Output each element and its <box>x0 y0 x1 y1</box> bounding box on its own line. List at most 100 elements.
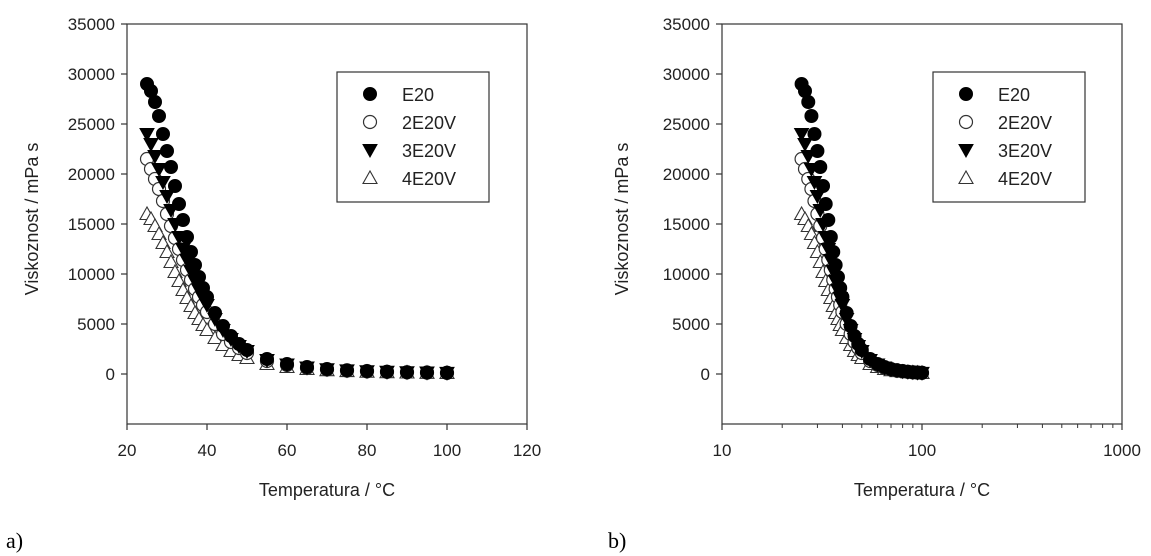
x-tick-label: 1000 <box>1103 441 1141 460</box>
data-point <box>801 95 816 109</box>
y-axis-label: Viskoznost / mPa s <box>22 143 42 296</box>
y-tick-label: 20000 <box>663 165 710 184</box>
data-point <box>216 319 230 333</box>
data-point <box>807 127 822 141</box>
legend-marker <box>959 87 973 101</box>
data-point <box>854 343 869 357</box>
data-point <box>828 258 843 272</box>
legend-box <box>336 71 490 203</box>
data-point <box>208 306 222 320</box>
data-point <box>915 365 929 380</box>
data-point <box>151 163 167 178</box>
data-point <box>164 160 178 174</box>
legend-marker <box>362 169 378 185</box>
legend-marker <box>958 169 974 185</box>
x-tick-label: 120 <box>513 441 541 460</box>
data-point <box>260 352 274 366</box>
data-point <box>816 179 831 193</box>
data-point <box>159 243 175 259</box>
data-point <box>152 109 166 123</box>
data-point <box>139 128 155 143</box>
legend-label: E20 <box>402 85 434 105</box>
x-tick-label: 100 <box>433 441 461 460</box>
x-axis-label: Temperatura / °C <box>854 480 990 500</box>
legend-label: 3E20V <box>998 141 1052 161</box>
chart-b: 0 5000 10000 15000 20000 25000 30000 35000 10 100… <box>608 15 1141 553</box>
data-point <box>176 213 190 227</box>
y-tick-label: 25000 <box>663 115 710 134</box>
y-tick-label: 25000 <box>68 115 115 134</box>
data-point <box>821 213 836 227</box>
data-point <box>280 357 294 371</box>
data-point <box>188 258 202 272</box>
x-tick-label: 20 <box>118 441 137 460</box>
y-tick-label: 0 <box>106 365 115 384</box>
legend-marker <box>958 144 974 159</box>
data-point <box>804 109 819 123</box>
panel-label: b) <box>608 528 626 553</box>
legend-label: 3E20V <box>402 141 456 161</box>
data-point <box>420 365 434 380</box>
legend-label: 2E20V <box>402 113 456 133</box>
data-point <box>813 160 828 174</box>
data-point <box>810 144 825 158</box>
legend-marker <box>363 87 377 101</box>
y-tick-label: 10000 <box>663 265 710 284</box>
data-point <box>240 343 254 357</box>
data-point <box>184 245 198 259</box>
data-point <box>143 138 159 153</box>
y-tick-label: 30000 <box>663 65 710 84</box>
data-point <box>300 360 314 374</box>
y-tick-label: 35000 <box>663 15 710 34</box>
y-tick-label: 5000 <box>77 315 115 334</box>
data-point <box>400 365 414 380</box>
y-tick-label: 20000 <box>68 165 115 184</box>
legend-label: 4E20V <box>998 169 1052 189</box>
x-tick-label: 10 <box>713 441 732 460</box>
data-point <box>809 190 826 205</box>
data-point <box>148 95 162 109</box>
data-point <box>823 230 838 244</box>
data-point <box>163 253 179 269</box>
legend-marker <box>362 144 378 159</box>
y-axis-label: Viskoznost / mPa s <box>612 143 632 296</box>
data-point <box>320 362 334 376</box>
legend: E20 2E20V 3E20V 4E20V <box>336 71 490 203</box>
data-point <box>172 197 186 211</box>
legend-label: 2E20V <box>998 113 1052 133</box>
x-tick-label: 80 <box>358 441 377 460</box>
data-point <box>826 245 841 259</box>
data-point <box>159 190 175 205</box>
panel-label: a) <box>6 528 23 553</box>
y-tick-label: 35000 <box>68 15 115 34</box>
data-point <box>155 176 171 191</box>
chart-a: 0 5000 10000 15000 20000 25000 30000 35000 20 40 6… <box>6 15 541 553</box>
legend: E20 2E20V 3E20V 4E20V <box>932 71 1086 203</box>
data-point <box>440 365 454 380</box>
data-point <box>380 364 394 379</box>
y-tick-label: 15000 <box>663 215 710 234</box>
y-tick-label: 30000 <box>68 65 115 84</box>
y-tick-label: 5000 <box>672 315 710 334</box>
data-point <box>360 364 374 378</box>
data-point <box>200 290 214 304</box>
legend-label: E20 <box>998 85 1030 105</box>
data-point <box>168 179 182 193</box>
series-E20 <box>794 77 929 380</box>
data-point <box>147 150 163 165</box>
x-tick-label: 60 <box>278 441 297 460</box>
series-E20 <box>140 77 454 380</box>
data-point <box>797 138 813 153</box>
x-axis-label: Temperatura / °C <box>259 480 395 500</box>
data-point <box>793 128 810 143</box>
data-point <box>156 127 170 141</box>
y-tick-label: 15000 <box>68 215 115 234</box>
data-point <box>340 363 354 378</box>
legend-marker <box>362 114 378 130</box>
legend-marker <box>958 114 974 130</box>
x-tick-label: 100 <box>908 441 936 460</box>
data-point <box>839 306 854 320</box>
data-point <box>835 290 850 304</box>
x-tick-label: 40 <box>198 441 217 460</box>
